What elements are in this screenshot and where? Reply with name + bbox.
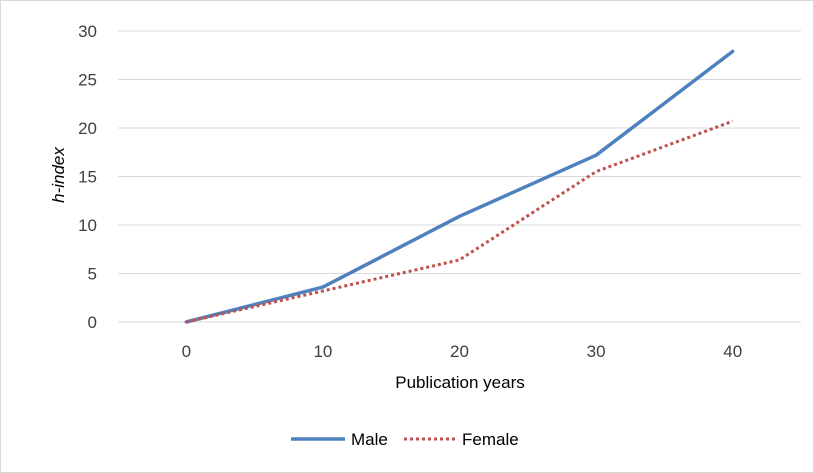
series-lines [184,49,735,324]
y-tick-label: 15 [78,168,97,187]
y-tick-labels: 0 5 10 15 20 25 30 [78,22,97,332]
x-tick-label: 10 [313,342,332,361]
x-tick-label: 40 [723,342,742,361]
y-tick-label: 0 [88,313,97,332]
y-tick-label: 20 [78,119,97,138]
series-line-male [184,49,735,324]
x-tick-label: 30 [587,342,606,361]
legend-label-male: Male [351,430,388,449]
x-tick-label: 20 [450,342,469,361]
y-tick-label: 25 [78,71,97,90]
x-tick-labels: 0 10 20 30 40 [182,342,743,361]
gridlines [118,30,801,323]
x-tick-label: 0 [182,342,191,361]
y-tick-label: 5 [88,265,97,284]
y-axis-title: h-index [49,147,68,203]
y-tick-label: 30 [78,22,97,41]
series-line-female [185,119,734,324]
legend: Male Female [291,430,519,449]
legend-label-female: Female [462,430,519,449]
x-axis-title: Publication years [395,373,524,392]
y-tick-label: 10 [78,216,97,235]
